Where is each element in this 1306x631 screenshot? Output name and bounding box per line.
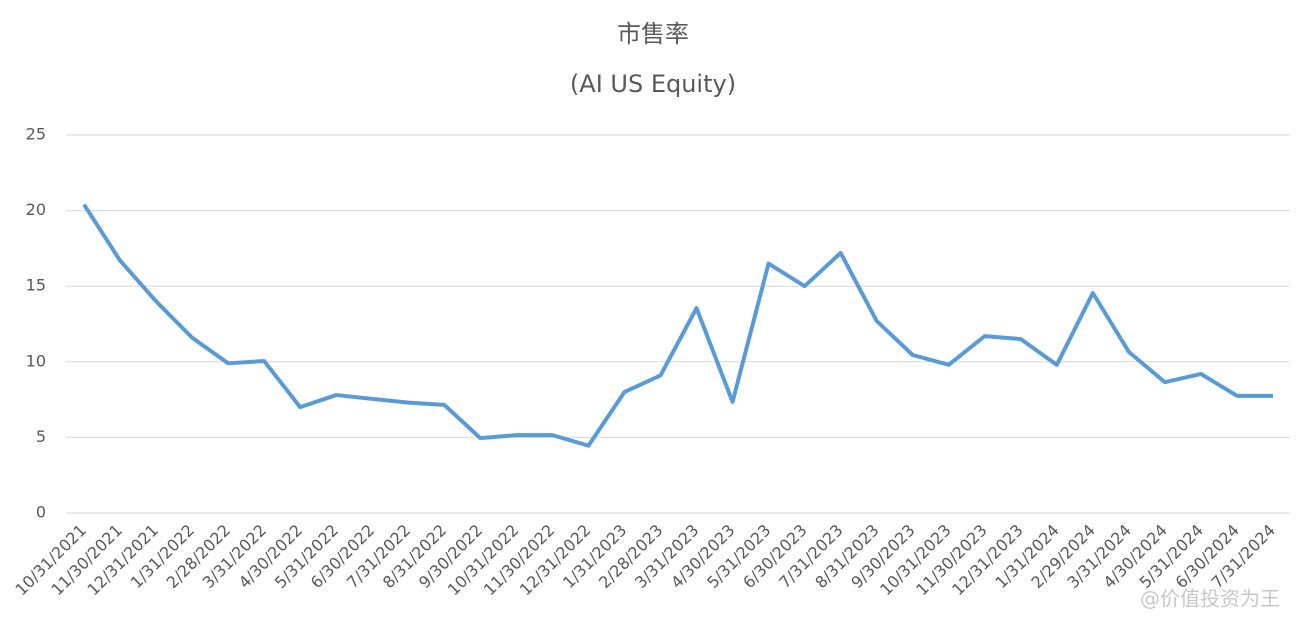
y-tick-label: 15 [26,276,46,295]
y-tick-label: 0 [36,503,46,522]
chart-subtitle: (AI US Equity) [570,70,736,98]
y-tick-label: 20 [26,200,46,219]
y-tick-label: 25 [26,125,46,144]
y-tick-label: 5 [36,427,46,446]
data-line [82,203,1273,448]
chart-title: 市售率 [617,20,689,48]
y-tick-label: 10 [26,351,46,370]
watermark: @价值投资为王 [1140,587,1280,611]
